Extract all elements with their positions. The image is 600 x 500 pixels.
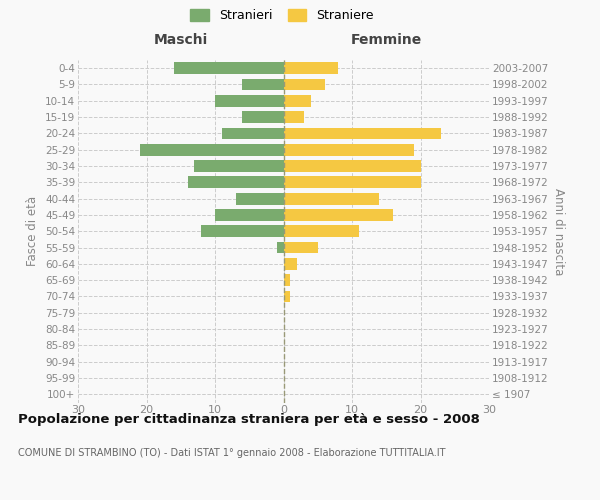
Bar	[284, 128, 441, 140]
Bar	[284, 160, 421, 172]
Bar	[215, 209, 284, 221]
Text: Maschi: Maschi	[154, 33, 208, 47]
Legend: Stranieri, Straniere: Stranieri, Straniere	[190, 8, 374, 22]
Text: Femmine: Femmine	[350, 33, 422, 47]
Bar	[215, 95, 284, 106]
Bar	[140, 144, 284, 156]
Bar	[284, 144, 413, 156]
Bar	[284, 176, 421, 188]
Bar	[277, 242, 284, 254]
Bar	[194, 160, 284, 172]
Bar	[284, 95, 311, 106]
Bar	[236, 193, 284, 204]
Bar	[284, 78, 325, 90]
Text: Popolazione per cittadinanza straniera per età e sesso - 2008: Popolazione per cittadinanza straniera p…	[18, 412, 480, 426]
Bar	[174, 62, 284, 74]
Bar	[284, 193, 379, 204]
Bar	[284, 226, 359, 237]
Bar	[202, 226, 284, 237]
Bar	[284, 111, 304, 123]
Bar	[222, 128, 284, 140]
Bar	[188, 176, 284, 188]
Y-axis label: Fasce di età: Fasce di età	[26, 196, 40, 266]
Bar	[284, 62, 338, 74]
Text: COMUNE DI STRAMBINO (TO) - Dati ISTAT 1° gennaio 2008 - Elaborazione TUTTITALIA.: COMUNE DI STRAMBINO (TO) - Dati ISTAT 1°…	[18, 448, 445, 458]
Bar	[284, 274, 290, 286]
Bar	[242, 111, 284, 123]
Bar	[284, 290, 290, 302]
Bar	[284, 209, 393, 221]
Bar	[284, 242, 318, 254]
Bar	[284, 258, 297, 270]
Bar	[242, 78, 284, 90]
Y-axis label: Anni di nascita: Anni di nascita	[552, 188, 565, 275]
